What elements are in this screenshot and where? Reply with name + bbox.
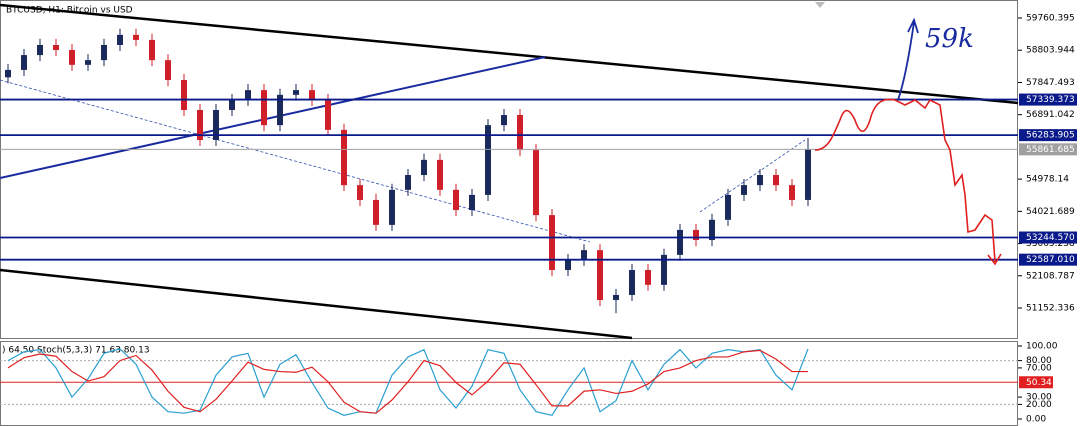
y-tick-label: 51152.336 <box>1026 304 1075 314</box>
level-label: 53244.570 <box>1026 233 1075 243</box>
scroll-marker <box>815 2 825 8</box>
candle-body <box>357 185 363 200</box>
candle-body <box>101 44 107 61</box>
candle-body <box>597 250 603 300</box>
candle-body <box>213 109 219 140</box>
level-label: 55861.685 <box>1026 145 1075 155</box>
candle-body <box>757 175 763 186</box>
level-tag <box>1019 143 1077 156</box>
annotation: 59k <box>925 24 974 54</box>
candle-body <box>421 159 427 176</box>
stoch-line <box>7 349 808 414</box>
candle-body <box>613 294 619 300</box>
candle-body <box>645 270 651 285</box>
candle-body <box>5 69 11 78</box>
candle-body <box>37 44 43 56</box>
candle-body <box>165 60 171 81</box>
y-tick-label: 53065.238 <box>1026 239 1075 249</box>
level-label: 50.34 <box>1026 378 1052 388</box>
candle-body <box>197 109 203 140</box>
candle-body <box>773 175 779 186</box>
level-label: 57339.373 <box>1026 95 1075 105</box>
candle-body <box>373 199 379 225</box>
trend-line <box>699 139 806 213</box>
candle-body <box>245 90 251 100</box>
y-tick-label: 56891.042 <box>1026 110 1075 120</box>
y-tick-label: 0.00 <box>1026 415 1046 425</box>
candle-body <box>661 254 667 285</box>
candle-body <box>485 125 491 195</box>
candle-body <box>133 34 139 40</box>
candle-body <box>21 55 27 70</box>
y-tick-label: 80.00 <box>1026 356 1052 366</box>
candle-body <box>629 270 635 295</box>
level-tag <box>1019 231 1077 244</box>
candle-body <box>437 159 443 190</box>
candle-body <box>389 189 395 225</box>
candle-body <box>149 39 155 61</box>
candle-body <box>741 185 747 195</box>
candle-body <box>341 129 347 186</box>
candle-body <box>565 259 571 271</box>
candle-body <box>549 215 555 271</box>
y-tick-label: 54978.14 <box>1026 175 1069 185</box>
candle-body <box>53 44 59 51</box>
candle-body <box>405 175 411 190</box>
candle-body <box>533 150 539 216</box>
candle-body <box>581 250 587 260</box>
forecast-path <box>814 98 1002 266</box>
y-tick-label: 70.00 <box>1026 363 1052 373</box>
marks: 59760.395 58803.944 57847.493 56891.042 5497… <box>0 14 1077 425</box>
candle-body <box>85 60 91 65</box>
indicator-title: ) 64.50 Stoch(5,3,3) 71.63 80.13 <box>2 346 150 356</box>
trend-line <box>0 56 546 179</box>
candle-body <box>453 189 459 211</box>
trend-line <box>0 79 591 243</box>
y-tick-label: 20.00 <box>1026 400 1052 410</box>
candle-body <box>261 90 267 126</box>
candle-body <box>293 90 299 95</box>
y-tick-label: 100.00 <box>1026 342 1058 352</box>
candle-body <box>517 115 523 151</box>
candle-body <box>309 90 315 100</box>
price-panel <box>0 0 1018 339</box>
level-tag <box>1019 129 1077 142</box>
candle-body <box>501 115 507 126</box>
candle-body <box>677 229 683 255</box>
candle-body <box>805 149 811 200</box>
channel-line <box>0 268 633 340</box>
candle-body <box>693 229 699 241</box>
candle-body <box>277 94 283 126</box>
level-tag <box>1019 376 1053 389</box>
candle-body <box>69 50 75 65</box>
level-tag <box>1019 253 1077 266</box>
candle-body <box>229 99 235 110</box>
y-tick-label: 59760.395 <box>1026 14 1075 24</box>
candle-body <box>709 219 715 241</box>
chart-title: BTCUSD, H1: Bitcoin vs USD <box>6 6 133 16</box>
level-label: 52587.010 <box>1026 255 1075 265</box>
candle-body <box>181 80 187 110</box>
level-label: 56283.905 <box>1026 131 1075 141</box>
level-tag <box>1019 93 1077 106</box>
y-tick-label: 58803.944 <box>1026 46 1075 56</box>
candle-body <box>725 194 731 220</box>
candle-body <box>789 185 795 200</box>
stoch-line <box>7 348 809 417</box>
candle-body <box>469 194 475 211</box>
y-tick-label: 30.00 <box>1026 393 1052 403</box>
y-tick-label: 54021.689 <box>1026 207 1075 217</box>
channel-line <box>0 3 1019 105</box>
candle-body <box>325 99 331 130</box>
y-tick-label: 52108.787 <box>1026 271 1075 281</box>
forecast-arrow <box>897 17 919 101</box>
candle-body <box>117 34 123 45</box>
stoch-panel <box>0 341 1018 426</box>
y-tick-label: 57847.493 <box>1026 78 1075 88</box>
